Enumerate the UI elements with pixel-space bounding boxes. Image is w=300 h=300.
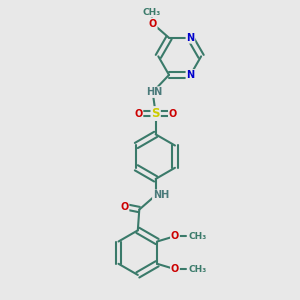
Text: O: O [169, 109, 177, 118]
Text: O: O [171, 264, 179, 274]
Text: O: O [120, 202, 129, 212]
Text: O: O [134, 109, 142, 118]
Text: O: O [148, 19, 157, 28]
Text: CH₃: CH₃ [189, 232, 207, 241]
Text: S: S [152, 107, 160, 120]
Text: HN: HN [146, 87, 162, 97]
Text: NH: NH [153, 190, 169, 200]
Text: CH₃: CH₃ [189, 265, 207, 274]
Text: N: N [186, 70, 194, 80]
Text: CH₃: CH₃ [142, 8, 160, 17]
Text: N: N [186, 33, 194, 43]
Text: O: O [171, 231, 179, 241]
